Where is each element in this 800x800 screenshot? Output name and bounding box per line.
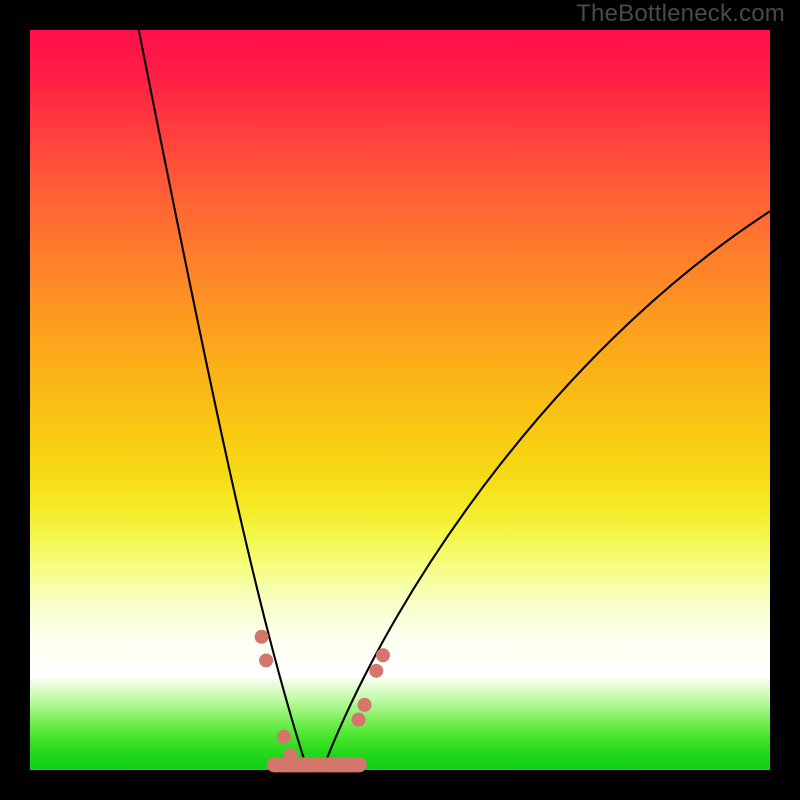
data-marker — [357, 698, 371, 712]
data-marker — [313, 757, 327, 771]
data-marker — [369, 664, 383, 678]
watermark-text: TheBottleneck.com — [576, 0, 785, 28]
curve-layer — [30, 30, 770, 770]
data-marker — [259, 653, 273, 667]
data-marker — [255, 630, 269, 644]
data-marker — [352, 713, 366, 727]
plot-area — [30, 30, 770, 770]
data-marker — [283, 748, 297, 762]
right-bottleneck-curve — [322, 211, 770, 770]
data-marker — [277, 730, 291, 744]
left-bottleneck-curve — [139, 30, 308, 770]
data-marker — [376, 648, 390, 662]
data-markers — [255, 630, 390, 771]
